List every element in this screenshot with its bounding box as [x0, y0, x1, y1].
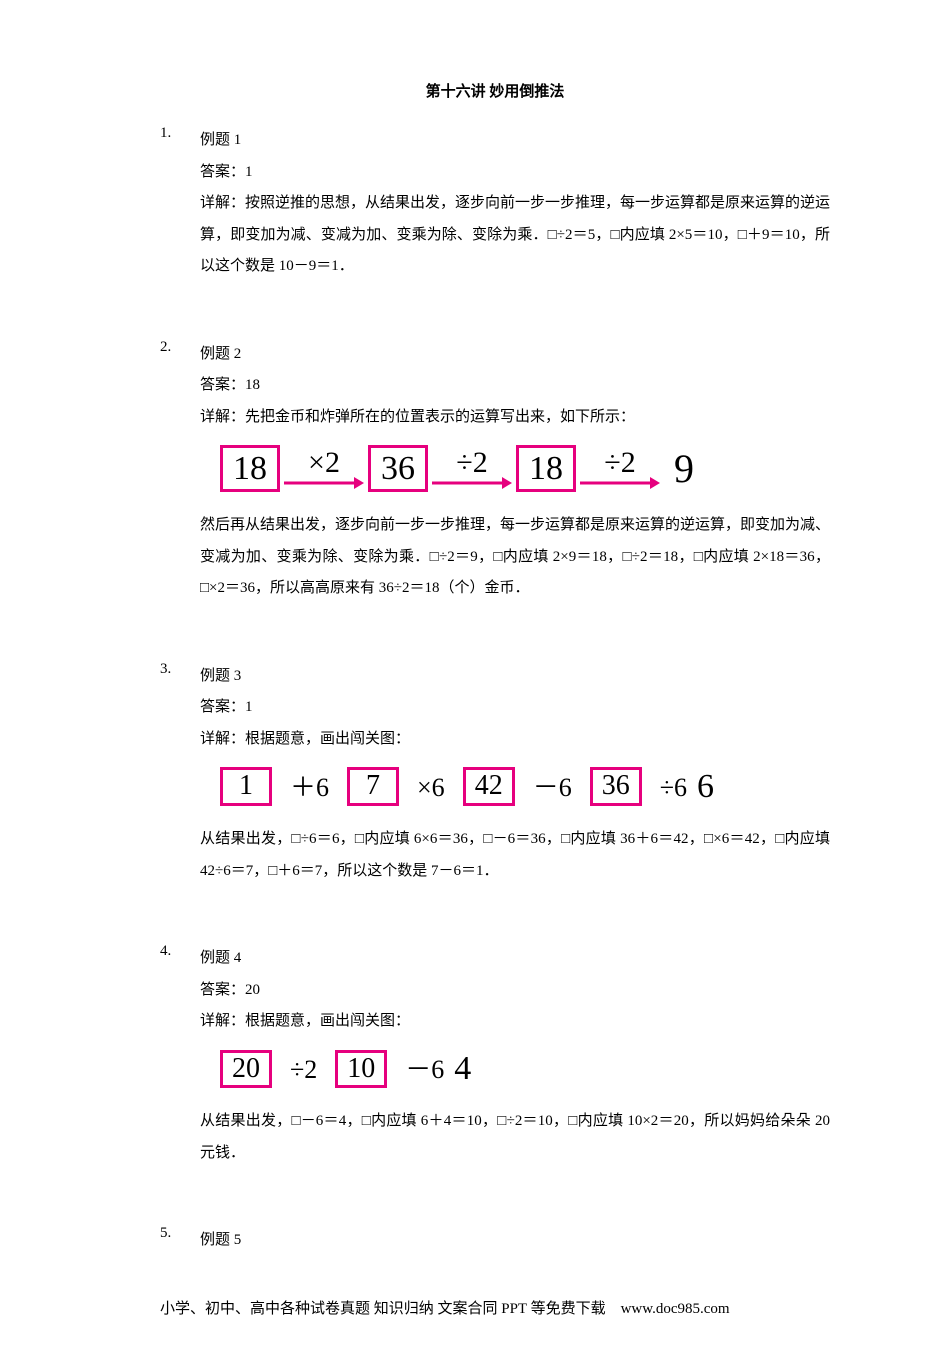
flow-end: 4	[454, 1050, 471, 1088]
problem-heading: 例题 4	[200, 943, 830, 975]
flow-op: ÷6	[660, 775, 687, 801]
problem-1: 1. 例题 1 答案：1 详解：按照逆推的思想，从结果出发，逐步向前一步一步推理…	[160, 125, 830, 283]
problem-body: 例题 4 答案：20 详解：根据题意，画出闯关图： 20 ÷2 10 －6 4 …	[200, 943, 830, 1169]
flow-op: ÷2	[456, 448, 487, 478]
flow-box: 18	[516, 445, 576, 492]
flow-op: ÷2	[290, 1057, 317, 1083]
problem-detail: 详解：根据题意，画出闯关图：	[200, 1006, 830, 1038]
problem-number: 3.	[160, 661, 200, 887]
arrow-icon	[432, 476, 512, 490]
flow-box: 7	[347, 767, 399, 806]
flow-diagram: 18 ×2 36 ÷2 18 ÷2 9	[220, 445, 830, 492]
problem-answer: 答案：1	[200, 692, 830, 724]
problem-number: 2.	[160, 339, 200, 605]
problem-heading: 例题 1	[200, 125, 830, 157]
flow-op: ＋6	[290, 775, 329, 801]
problem-answer: 答案：1	[200, 157, 830, 189]
flow-box: 18	[220, 445, 280, 492]
problem-heading: 例题 2	[200, 339, 830, 371]
problem-detail: 详解：按照逆推的思想，从结果出发，逐步向前一步一步推理，每一步运算都是原来运算的…	[200, 188, 830, 283]
problem-detail: 然后再从结果出发，逐步向前一步一步推理，每一步运算都是原来运算的逆运算，即变加为…	[200, 510, 830, 605]
flow-box: 10	[335, 1050, 387, 1089]
flow-op: －6	[405, 1057, 444, 1083]
problem-detail: 详解：先把金币和炸弹所在的位置表示的运算写出来，如下所示：	[200, 402, 830, 434]
flow-box: 42	[463, 767, 515, 806]
problem-3: 3. 例题 3 答案：1 详解：根据题意，画出闯关图： 1 ＋6 7 ×6 42…	[160, 661, 830, 887]
flow-seg: ÷2	[432, 448, 512, 490]
flow-diagram: 20 ÷2 10 －6 4	[220, 1050, 830, 1089]
flow-diagram: 1 ＋6 7 ×6 42 －6 36 ÷6 6	[220, 767, 830, 806]
problem-number: 1.	[160, 125, 200, 283]
flow-box: 36	[368, 445, 428, 492]
problem-4: 4. 例题 4 答案：20 详解：根据题意，画出闯关图： 20 ÷2 10 －6…	[160, 943, 830, 1169]
problem-heading: 例题 3	[200, 661, 830, 693]
problem-5: 5. 例题 5	[160, 1225, 830, 1257]
flow-op: ×2	[308, 448, 340, 478]
problem-body: 例题 1 答案：1 详解：按照逆推的思想，从结果出发，逐步向前一步一步推理，每一…	[200, 125, 830, 283]
problem-answer: 答案：20	[200, 975, 830, 1007]
flow-op: ÷2	[604, 448, 635, 478]
page: 第十六讲 妙用倒推法 1. 例题 1 答案：1 详解：按照逆推的思想，从结果出发…	[0, 0, 950, 1358]
flow-seg: ÷2	[580, 448, 660, 490]
problem-heading: 例题 5	[200, 1225, 830, 1257]
problem-body: 例题 2 答案：18 详解：先把金币和炸弹所在的位置表示的运算写出来，如下所示：…	[200, 339, 830, 605]
flow-box: 20	[220, 1050, 272, 1089]
flow-op: ×6	[417, 775, 445, 801]
problem-detail: 从结果出发，□－6＝4，□内应填 6＋4＝10，□÷2＝10，□内应填 10×2…	[200, 1106, 830, 1169]
flow-end: 9	[674, 445, 694, 492]
flow-op: －6	[533, 775, 572, 801]
page-footer: 小学、初中、高中各种试卷真题 知识归纳 文案合同 PPT 等免费下载 www.d…	[160, 1297, 830, 1318]
flow-box: 36	[590, 767, 642, 806]
problem-number: 4.	[160, 943, 200, 1169]
problem-number: 5.	[160, 1225, 200, 1257]
flow-seg: ×2	[284, 448, 364, 490]
flow-end: 6	[697, 768, 714, 806]
flow-box: 1	[220, 767, 272, 806]
arrow-icon	[284, 476, 364, 490]
problem-detail: 详解：根据题意，画出闯关图：	[200, 724, 830, 756]
problem-body: 例题 5	[200, 1225, 830, 1257]
problem-detail: 从结果出发，□÷6＝6，□内应填 6×6＝36，□－6＝36，□内应填 36＋6…	[200, 824, 830, 887]
problem-answer: 答案：18	[200, 370, 830, 402]
problem-body: 例题 3 答案：1 详解：根据题意，画出闯关图： 1 ＋6 7 ×6 42 －6…	[200, 661, 830, 887]
page-title: 第十六讲 妙用倒推法	[160, 80, 830, 101]
problem-2: 2. 例题 2 答案：18 详解：先把金币和炸弹所在的位置表示的运算写出来，如下…	[160, 339, 830, 605]
arrow-icon	[580, 476, 660, 490]
